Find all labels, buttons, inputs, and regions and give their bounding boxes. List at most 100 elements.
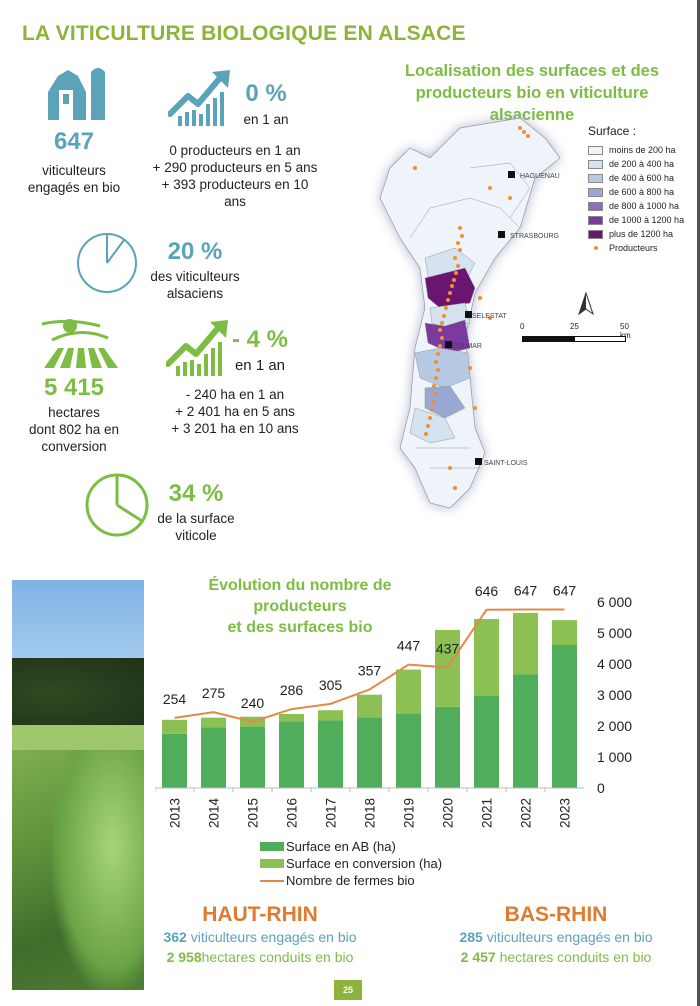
surface-label-2: dont 802 ha en xyxy=(28,422,120,437)
farm-count-label: 286 xyxy=(280,682,304,698)
share-producers-label-2: alsaciens xyxy=(166,286,224,301)
bar-ab xyxy=(396,713,421,788)
north-arrow-icon xyxy=(578,292,594,316)
pie-20-icon xyxy=(77,233,137,293)
farm-count-label: 646 xyxy=(475,583,499,599)
bar-ab xyxy=(318,720,343,788)
region-bas-rhin: BAS-RHIN 285 viticulteurs engagés en bio… xyxy=(459,903,653,965)
producers-label: viticulteurs xyxy=(42,163,106,178)
share-surface-label-2: viticole xyxy=(175,528,217,543)
growth-chart-icon xyxy=(166,320,228,376)
x-tick-label: 2018 xyxy=(363,798,378,828)
producers-trend-line: 0 producteurs en 1 an xyxy=(169,143,301,158)
growth-chart-icon xyxy=(168,70,230,126)
legend-item: Surface en AB (ha) xyxy=(260,838,442,855)
surface-label: hectares xyxy=(48,405,100,420)
svg-text:COLMAR: COLMAR xyxy=(452,343,482,350)
x-tick-label: 2013 xyxy=(168,798,183,828)
share-producers-label: des viticulteurs xyxy=(150,269,240,284)
producers-label-2: engagés en bio xyxy=(27,180,121,195)
scale-bar: 0 25 50 km xyxy=(516,322,634,346)
vineyard-photo xyxy=(12,580,144,990)
bar-conversion xyxy=(162,719,187,734)
chart-legend: Surface en AB (ha) Surface en conversion… xyxy=(260,838,442,889)
legend-item: de 600 à 800 ha xyxy=(588,185,684,199)
surface-trend-line: + 3 201 ha en 10 ans xyxy=(171,421,299,436)
svg-text:STRASBOURG: STRASBOURG xyxy=(510,233,559,240)
farm-count-label: 305 xyxy=(319,677,343,693)
bar-ab xyxy=(357,717,382,788)
map-title: Localisation des surfaces et des product… xyxy=(404,62,660,124)
page-title: LA VITICULTURE BIOLOGIQUE EN ALSACE xyxy=(22,22,466,45)
bar-conversion xyxy=(201,717,226,728)
x-tick-label: 2021 xyxy=(480,798,495,828)
surface-value: 5 415 xyxy=(43,374,105,401)
y-tick-label: 6 000 xyxy=(597,594,632,610)
bar-conversion xyxy=(513,612,538,675)
surface-trend-line: - 240 ha en 1 an xyxy=(185,387,285,402)
farm-count-label: 357 xyxy=(358,663,382,679)
bar-ab xyxy=(279,721,304,788)
x-tick-label: 2017 xyxy=(324,798,339,828)
x-tick-label: 2022 xyxy=(519,798,534,828)
farm-count-label: 437 xyxy=(436,640,460,656)
producers-trend-period: en 1 an xyxy=(243,112,289,127)
surface-trend-period: en 1 an xyxy=(234,357,286,374)
bar-conversion xyxy=(279,713,304,722)
legend-item: Nombre de fermes bio xyxy=(260,872,442,889)
x-tick-label: 2016 xyxy=(285,798,300,828)
legend-item: Producteurs xyxy=(588,241,684,255)
share-producers-value: 20 % xyxy=(167,238,223,265)
svg-text:SELESTAT: SELESTAT xyxy=(472,313,507,320)
legend-title: Surface : xyxy=(588,124,637,138)
bar-conversion xyxy=(552,620,577,645)
bar-ab xyxy=(552,644,577,788)
bar-ab xyxy=(162,733,187,788)
producers-trend-line: + 393 producteurs en 10 ans xyxy=(161,177,309,209)
bar-ab xyxy=(513,674,538,788)
pie-34-icon xyxy=(85,473,149,537)
y-tick-label: 0 xyxy=(597,780,605,796)
y-tick-label: 3 000 xyxy=(597,687,632,703)
surface-trend-value: - 4 % xyxy=(231,326,288,353)
alsace-map: HAGUENAU STRASBOURG SELESTAT COLMAR SAIN… xyxy=(379,117,561,509)
y-tick-label: 4 000 xyxy=(597,656,632,672)
bar-conversion xyxy=(474,619,499,696)
legend-item: de 400 à 600 ha xyxy=(588,171,684,185)
legend-item: de 800 à 1000 ha xyxy=(588,199,684,213)
farm-count-label: 254 xyxy=(163,691,187,707)
farm-count-label: 240 xyxy=(241,695,265,711)
bar-ab xyxy=(435,706,460,788)
farm-count-label: 647 xyxy=(553,582,577,598)
share-surface-label: de la surface xyxy=(157,511,235,526)
legend-item: plus de 1200 ha xyxy=(588,227,684,241)
farm-count-label: 647 xyxy=(514,582,538,598)
legend-item: de 1000 à 1200 ha xyxy=(588,213,684,227)
evolution-chart: 254 275 240 286 305 357 447 437 646 647 647 0 1 000… xyxy=(155,582,632,828)
page-number: 25 xyxy=(334,980,362,1000)
x-tick-label: 2014 xyxy=(207,797,222,828)
svg-text:HAGUENAU: HAGUENAU xyxy=(520,173,560,180)
svg-text:SAINT-LOUIS: SAINT-LOUIS xyxy=(484,460,528,467)
field-icon xyxy=(41,319,118,368)
x-tick-label: 2020 xyxy=(441,798,456,828)
legend-item: de 200 à 400 ha xyxy=(588,157,684,171)
chart-title: Évolution du nombre de producteurs et de… xyxy=(208,577,392,636)
x-tick-label: 2023 xyxy=(558,798,573,828)
bar-ab xyxy=(201,727,226,788)
bar-conversion xyxy=(357,694,382,718)
producers-count: 647 xyxy=(53,128,95,155)
bar-ab xyxy=(474,695,499,788)
map-legend: Surface : moins de 200 ha de 200 à 400 h… xyxy=(588,124,684,255)
x-tick-label: 2019 xyxy=(402,798,417,828)
share-surface-value: 34 % xyxy=(168,480,224,507)
y-tick-label: 5 000 xyxy=(597,625,632,641)
y-tick-label: 2 000 xyxy=(597,718,632,734)
surface-trend-line: + 2 401 ha en 5 ans xyxy=(175,404,295,419)
legend-item: Surface en conversion (ha) xyxy=(260,855,442,872)
producers-trend-line: + 290 producteurs en 5 ans xyxy=(152,160,318,175)
y-tick-label: 1 000 xyxy=(597,749,632,765)
farm-count-label: 275 xyxy=(202,685,226,701)
producers-trend-value: 0 % xyxy=(245,80,287,107)
